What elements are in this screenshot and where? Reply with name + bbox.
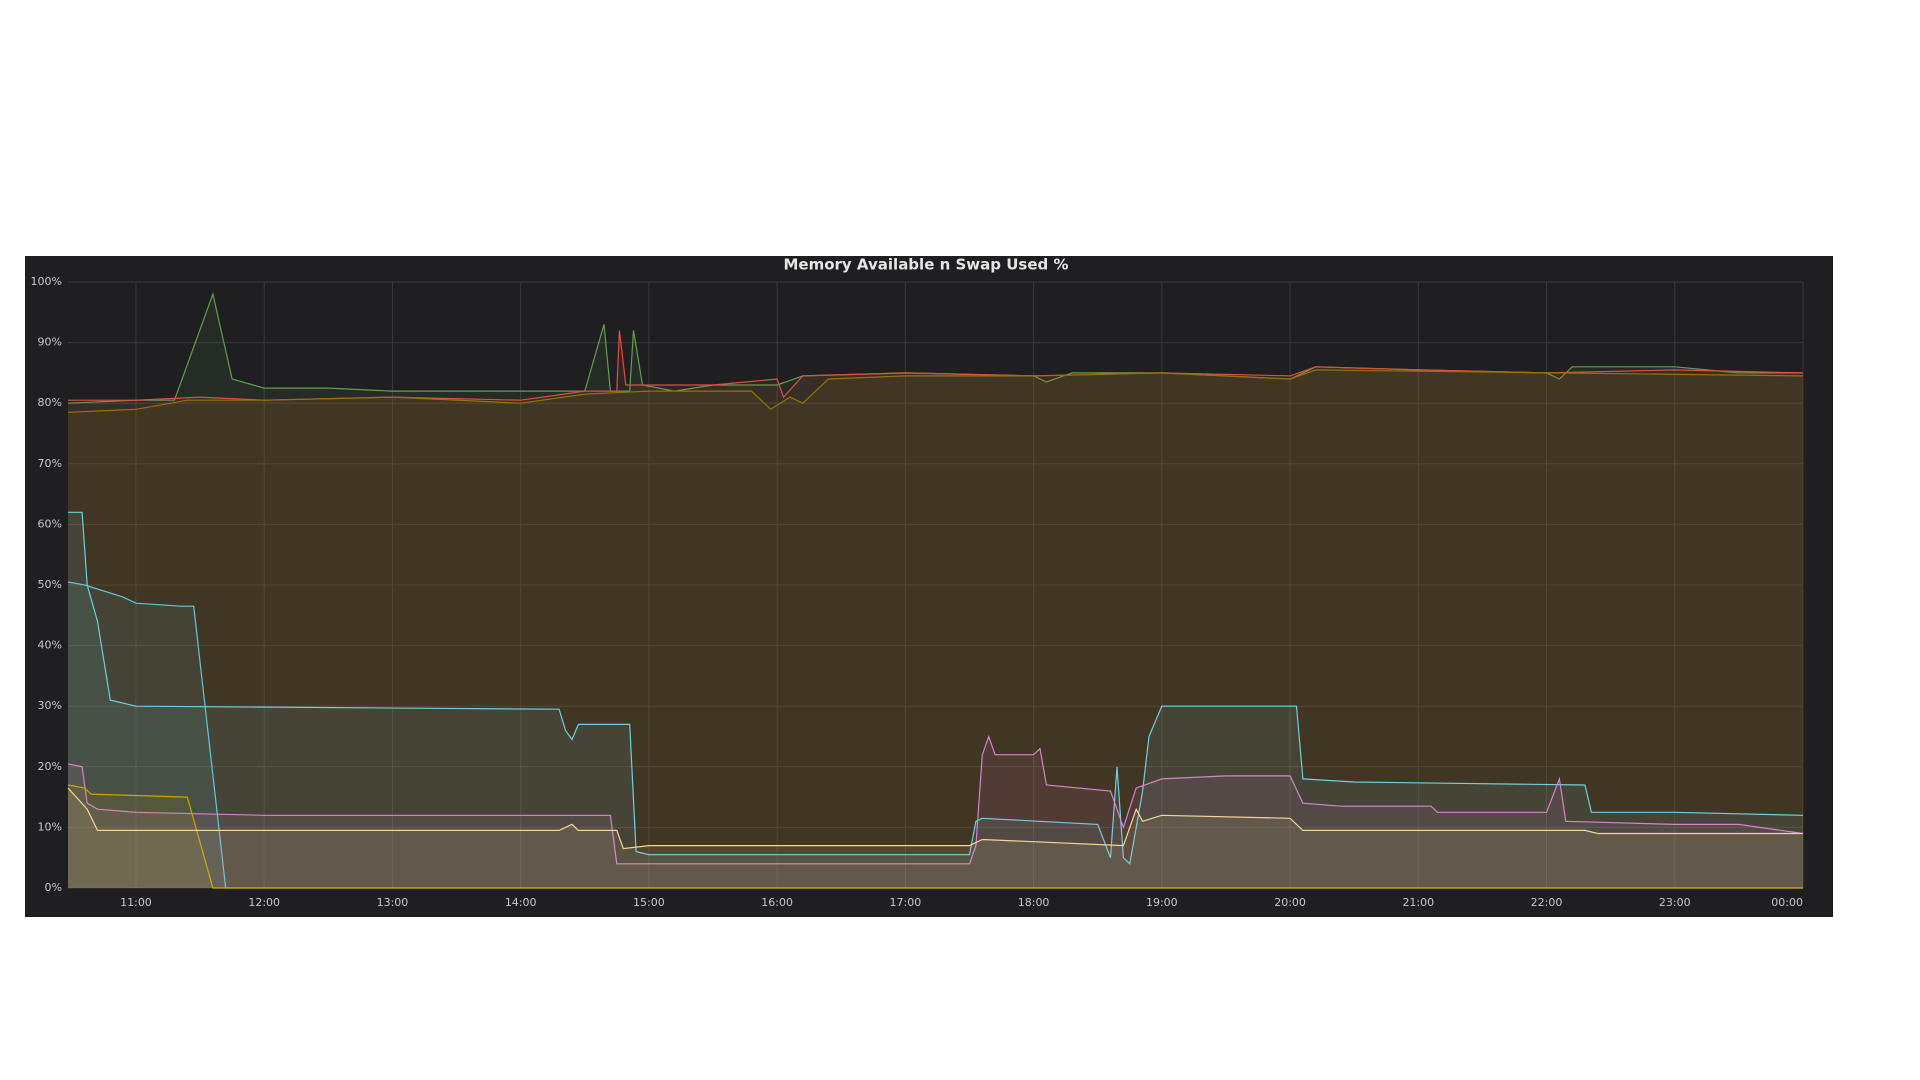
x-tick-label: 15:00 <box>633 896 665 909</box>
y-tick-label: 70% <box>38 457 62 470</box>
y-tick-label: 50% <box>38 578 62 591</box>
y-tick-label: 0% <box>45 881 62 894</box>
series-area <box>68 330 1803 888</box>
series-line <box>67 581 1803 889</box>
x-tick-label: 11:00 <box>120 896 152 909</box>
series-line <box>67 369 1804 413</box>
y-tick-label: 30% <box>38 699 62 712</box>
x-tick-label: 19:00 <box>1146 896 1178 909</box>
x-tick-label: 22:00 <box>1531 896 1563 909</box>
x-tick-label: 14:00 <box>505 896 537 909</box>
grid <box>68 281 1804 889</box>
axes: 0% 10% 20% 30% 40% 50% 60% 70% 80% 90% 100% 11:00 12… <box>31 275 1803 909</box>
y-tick-label: 60% <box>38 517 62 530</box>
y-tick-label: 100% <box>31 275 62 288</box>
series-area <box>68 369 1803 888</box>
series-area <box>68 788 1803 888</box>
y-tick-label: 10% <box>38 820 62 833</box>
y-tick-label: 40% <box>38 639 62 652</box>
plot-area <box>67 291 1804 889</box>
series-area <box>68 294 1803 889</box>
x-tick-label: 13:00 <box>377 896 409 909</box>
y-tick-label: 80% <box>38 396 62 409</box>
x-tick-label: 16:00 <box>761 896 793 909</box>
series-line <box>67 734 1804 865</box>
x-tick-label: 17:00 <box>890 896 922 909</box>
series-line <box>67 787 1803 850</box>
panel-title: Memory Available n Swap Used % <box>784 256 1069 274</box>
series-area <box>68 512 1803 888</box>
x-tick-label: 20:00 <box>1274 896 1306 909</box>
series-area <box>68 736 1803 888</box>
x-tick-label: 12:00 <box>248 896 280 909</box>
x-tick-label: 21:00 <box>1402 896 1434 909</box>
y-tick-label: 90% <box>38 336 62 349</box>
series-line <box>68 511 1804 866</box>
x-tick-label: 23:00 <box>1659 896 1691 909</box>
x-tick-label: 18:00 <box>1018 896 1050 909</box>
series-line <box>67 784 1803 889</box>
x-tick-label: 00:00 <box>1771 896 1803 909</box>
y-tick-label: 20% <box>38 760 62 773</box>
panel <box>25 256 1833 917</box>
